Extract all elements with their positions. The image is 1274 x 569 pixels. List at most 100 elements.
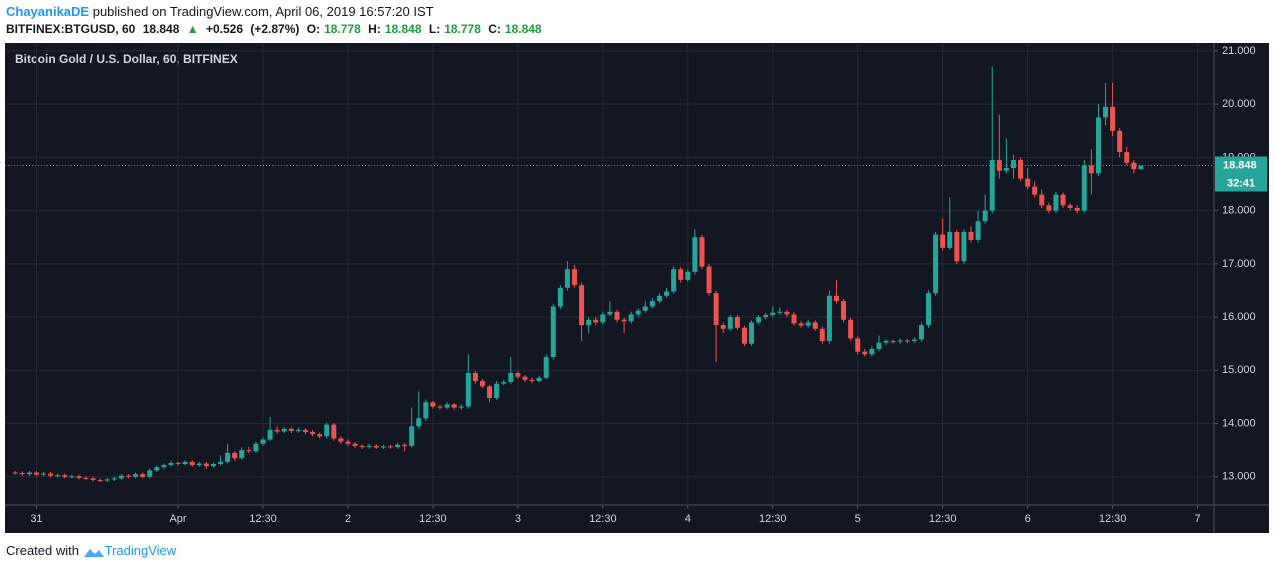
candle-body — [90, 478, 96, 480]
candle-body — [1060, 194, 1066, 206]
y-tick-label: 13.000 — [1222, 471, 1256, 483]
candle-body — [168, 462, 174, 466]
y-tick-label: 14.000 — [1222, 417, 1256, 429]
x-tick-label: 7 — [1194, 513, 1200, 525]
header-line: ChayanikaDE published on TradingView.com… — [6, 4, 434, 19]
candle-body — [1095, 117, 1101, 174]
candle-body — [387, 446, 393, 448]
candle-body — [147, 470, 153, 477]
price-label-box — [1215, 156, 1267, 175]
candle-body — [876, 342, 882, 350]
candle-body — [494, 383, 500, 399]
candle-body — [897, 340, 903, 342]
candle-body — [1018, 160, 1024, 179]
candle-body — [487, 386, 493, 399]
candle-body — [423, 402, 429, 419]
candle-body — [572, 269, 578, 286]
x-tick-label: 4 — [685, 513, 691, 525]
candle-body — [232, 452, 238, 459]
candle-body — [1053, 194, 1059, 211]
candle-body — [458, 406, 464, 408]
candle-body — [472, 372, 478, 381]
candle-body — [125, 475, 131, 477]
candle-body — [1010, 160, 1016, 169]
chart-background — [5, 43, 1269, 533]
ohlc-label: O: — [306, 22, 321, 36]
candle-body — [564, 269, 570, 288]
ohlc-label: C: — [488, 22, 501, 36]
candle-body — [557, 287, 563, 307]
candle-body — [501, 382, 507, 384]
candle-body — [883, 341, 889, 343]
x-tick-label: 12:30 — [929, 513, 957, 525]
candle-body — [1074, 207, 1080, 211]
candle-body — [763, 314, 769, 318]
candle-body — [189, 461, 195, 466]
x-tick-label: 12:30 — [419, 513, 447, 525]
candle-body — [359, 445, 365, 447]
x-tick-label: 12:30 — [589, 513, 617, 525]
candle-body — [713, 293, 719, 326]
candle-body — [48, 473, 54, 476]
y-tick-label: 15.000 — [1222, 364, 1256, 376]
created-with: Created with — [6, 543, 79, 558]
candle-body — [97, 479, 103, 481]
candle-body — [465, 372, 471, 407]
x-tick-label: 6 — [1025, 513, 1031, 525]
candle-body — [154, 467, 160, 471]
candle-body — [317, 434, 323, 437]
candle-body — [196, 463, 202, 466]
y-tick-label: 16.000 — [1222, 311, 1256, 323]
ohlc-label: L: — [428, 22, 441, 36]
candle-body — [437, 406, 443, 408]
candle-body — [69, 476, 75, 478]
candle-body — [324, 424, 330, 437]
candle-body — [841, 301, 847, 320]
quote-line: BITFINEX:BTGUSD, 60 18.848 ▲ +0.526 (+2.… — [6, 22, 546, 36]
candle-body — [862, 351, 868, 355]
candle-body — [954, 231, 960, 262]
candle-body — [734, 317, 740, 328]
candle-body — [267, 429, 273, 440]
candle-body — [41, 473, 47, 475]
candle-body — [416, 418, 422, 427]
candle-body — [133, 474, 139, 477]
candle-body — [352, 443, 358, 446]
candle-body — [826, 295, 832, 342]
candle-body — [451, 404, 457, 408]
candle-body — [649, 301, 655, 307]
candle-body — [1088, 165, 1094, 174]
candle-body — [833, 295, 839, 302]
candle-body — [664, 291, 670, 296]
candle-body — [926, 293, 932, 326]
candle-body — [642, 306, 648, 311]
symbol: BITFINEX:BTGUSD, 60 — [6, 22, 136, 36]
candle-body — [1025, 178, 1031, 187]
candle-body — [83, 477, 89, 479]
candle-body — [1117, 130, 1123, 153]
brand[interactable]: TradingView — [104, 543, 177, 558]
candle-body — [260, 439, 266, 444]
chart: Bitcoin Gold / U.S. Dollar, 60, BITFINEX… — [5, 43, 1269, 533]
candle-body — [118, 475, 124, 479]
candle-body — [1124, 152, 1130, 163]
candle-body — [890, 341, 896, 343]
candle-body — [727, 317, 733, 329]
candle-body — [182, 461, 188, 465]
author[interactable]: ChayanikaDE — [6, 4, 90, 19]
countdown-box — [1215, 174, 1267, 192]
candle-body — [19, 473, 25, 475]
x-tick-label: 31 — [30, 513, 42, 525]
x-tick-label: 12:30 — [759, 513, 787, 525]
x-tick-label: 12:30 — [249, 513, 277, 525]
candle-body — [310, 432, 316, 435]
candle-body — [338, 438, 344, 442]
candle-body — [508, 372, 514, 383]
candle-body — [536, 377, 542, 381]
change-pct: (+2.87%) — [250, 22, 300, 36]
candle-body — [1110, 106, 1116, 131]
candle-body — [586, 319, 592, 326]
candle-body — [55, 475, 61, 477]
candle-body — [373, 445, 379, 448]
candle-body — [911, 339, 917, 342]
